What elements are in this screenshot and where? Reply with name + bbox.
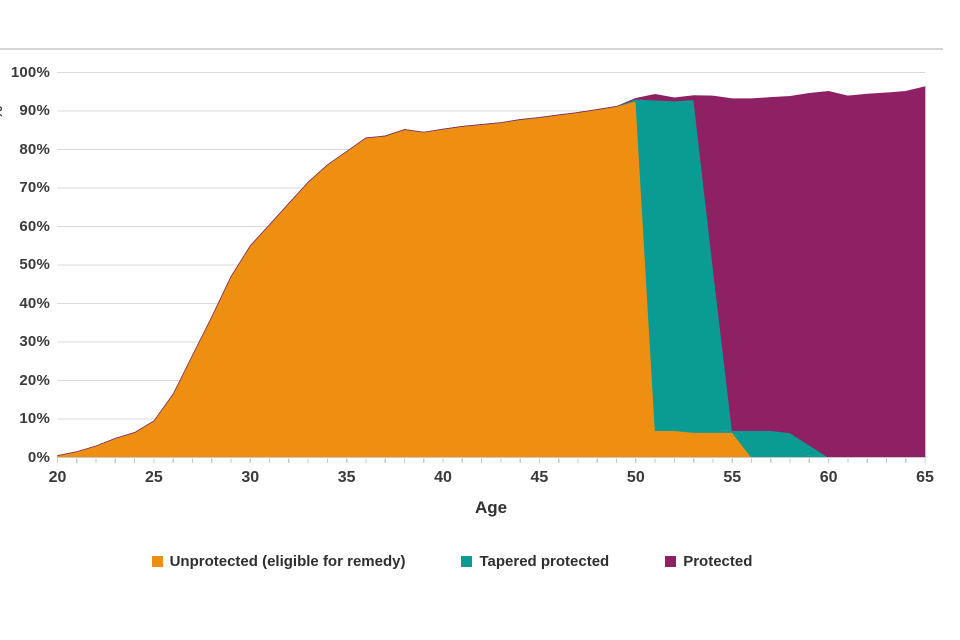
x-tick-label: 65 xyxy=(916,469,934,486)
y-tick-label: 70% xyxy=(19,179,50,196)
y-tick-label: 40% xyxy=(19,294,50,312)
x-tick-label: 40 xyxy=(434,469,452,486)
area-series-2 xyxy=(57,86,926,458)
x-tick-label: 30 xyxy=(241,469,260,486)
legend-swatch-tapered-protected xyxy=(461,555,473,567)
legend-item-tapered-protected: Tapered protected xyxy=(461,553,609,570)
y-tick-label: 30% xyxy=(19,333,50,350)
legend-swatch-protected xyxy=(665,555,677,567)
x-tick-label: 35 xyxy=(337,469,356,486)
x-tick-label: 45 xyxy=(530,469,549,486)
y-tick-label: 50% xyxy=(19,256,50,273)
y-tick-label: 60% xyxy=(19,217,50,235)
x-tick-label: 60 xyxy=(819,469,838,486)
y-tick-label: 90% xyxy=(19,102,50,119)
x-tick-label: 25 xyxy=(144,469,163,486)
y-tick-label: 0% xyxy=(27,448,50,466)
legend-label-unprotected: Unprotected (eligible for remedy) xyxy=(169,552,406,570)
y-tick-label: 10% xyxy=(19,410,50,427)
plot-area xyxy=(56,71,926,463)
y-axis-title-fragment: % xyxy=(0,106,6,119)
legend: Unprotected (eligible for remedy) Tapere… xyxy=(0,548,932,574)
y-tick-label: 80% xyxy=(19,140,50,158)
legend-item-unprotected: Unprotected (eligible for remedy) xyxy=(151,552,406,570)
legend-label-tapered-protected: Tapered protected xyxy=(479,552,610,570)
legend-label-protected: Protected xyxy=(683,552,753,570)
y-tick-label: 100% xyxy=(10,63,50,81)
legend-swatch-unprotected xyxy=(151,555,163,567)
x-tick-label: 20 xyxy=(48,469,67,486)
chart-top-border-line xyxy=(0,48,943,50)
y-tick-label: 20% xyxy=(19,371,50,389)
x-axis-title: Age xyxy=(474,498,508,517)
legend-item-protected: Protected xyxy=(665,553,752,570)
x-tick-label: 55 xyxy=(723,469,742,486)
x-tick-label: 50 xyxy=(626,469,645,486)
